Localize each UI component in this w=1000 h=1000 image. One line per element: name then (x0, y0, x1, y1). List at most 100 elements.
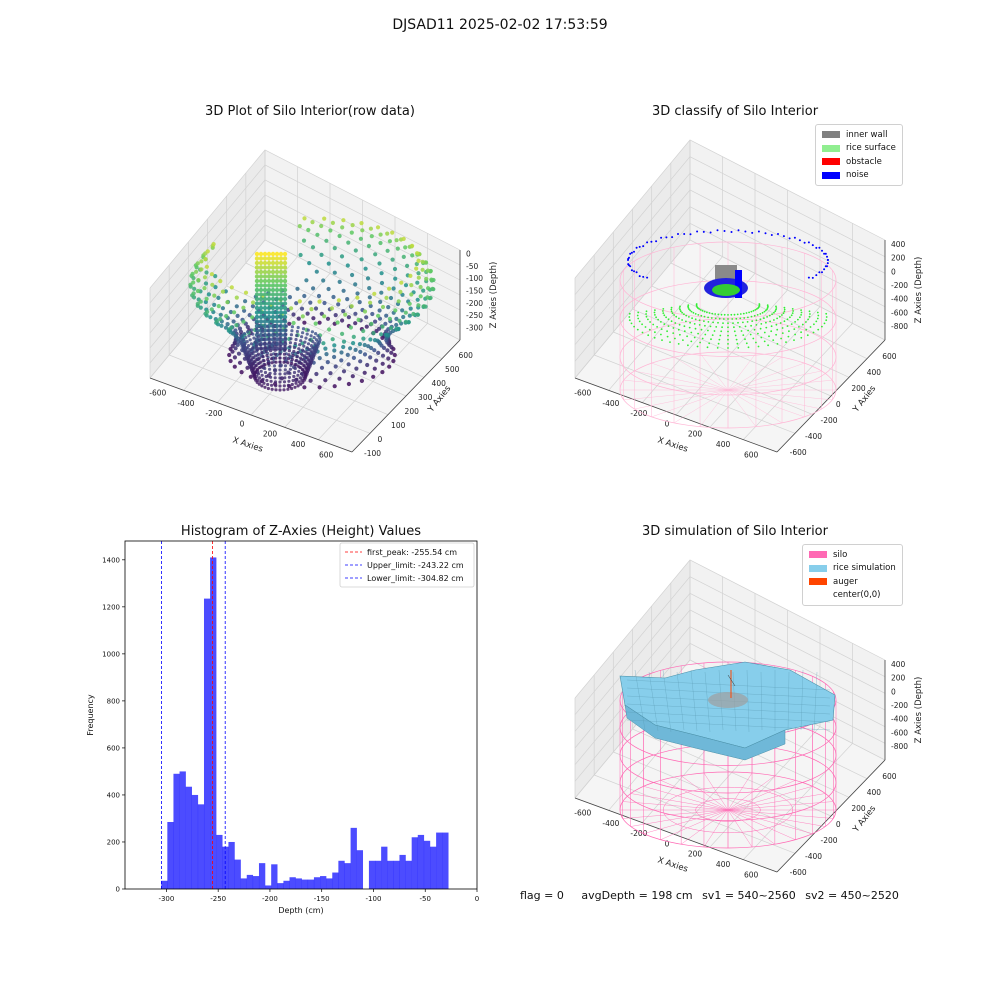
rice-point (794, 333, 796, 336)
raw-point (233, 346, 238, 351)
rice-point (671, 312, 674, 315)
raw-point (272, 328, 276, 332)
raw-point (292, 345, 297, 350)
rice-point (687, 304, 690, 307)
rice-point (693, 323, 696, 325)
raw-point (241, 305, 246, 310)
raw-point (299, 372, 304, 376)
histogram-bar (301, 879, 309, 889)
raw-point (272, 324, 276, 328)
rice-point (781, 327, 784, 329)
raw-point (258, 305, 264, 311)
raw-point (337, 376, 342, 381)
rice-point (775, 333, 777, 336)
raw-point (286, 383, 290, 387)
raw-point (270, 305, 276, 311)
histogram-bar (210, 557, 217, 889)
raw-point (265, 353, 269, 358)
rice-point (669, 341, 671, 343)
raw-point (308, 348, 312, 352)
histogram-bar (405, 860, 412, 889)
raw-point (322, 300, 327, 306)
raw-point (273, 380, 278, 384)
raw-point (214, 319, 219, 324)
x-tick-label: -200 (630, 829, 647, 838)
raw-point (324, 238, 329, 243)
raw-point (365, 362, 370, 368)
raw-point (263, 385, 267, 389)
raw-point (190, 271, 195, 276)
raw-point (274, 274, 280, 279)
raw-point (373, 252, 378, 257)
raw-point (294, 381, 298, 385)
raw-point (405, 263, 410, 268)
rice-point (679, 308, 681, 311)
noise-point (818, 271, 821, 274)
rice-point (710, 317, 713, 319)
raw-point (378, 299, 383, 304)
silo-floor-spoke (727, 353, 757, 391)
raw-point (227, 352, 232, 358)
raw-point (232, 310, 237, 315)
raw-point (393, 276, 398, 281)
raw-point (359, 221, 364, 226)
raw-point (379, 280, 385, 286)
raw-point (258, 310, 264, 315)
raw-point (236, 351, 242, 356)
raw-point (243, 342, 247, 346)
raw-point (282, 283, 288, 288)
rice-point (739, 317, 742, 320)
raw-point (274, 319, 280, 324)
raw-point (254, 323, 260, 329)
raw-point (282, 314, 288, 320)
raw-point (372, 366, 377, 371)
raw-point (278, 388, 282, 392)
rice-point (816, 317, 819, 320)
raw-point (240, 334, 244, 338)
raw-point (329, 306, 334, 311)
raw-point (261, 333, 265, 338)
rice-point (774, 310, 777, 313)
rice-point (748, 311, 750, 314)
rice-point (787, 335, 790, 338)
x-tick-label: -600 (149, 389, 166, 398)
raw-point (212, 302, 217, 307)
raw-point (192, 286, 197, 291)
legend-swatch (822, 171, 840, 179)
raw-point (266, 382, 270, 387)
silo-floor-spoke (643, 786, 729, 811)
raw-point (259, 347, 263, 351)
raw-point (294, 301, 299, 306)
y-tick-label: -600 (790, 448, 807, 457)
raw-point (420, 267, 425, 272)
raw-point (274, 310, 280, 315)
raw-point (282, 356, 286, 360)
raw-point (330, 337, 335, 342)
raw-point (272, 332, 276, 336)
raw-point (278, 269, 284, 275)
raw-point (273, 344, 277, 348)
raw-point (394, 322, 399, 328)
raw-point (278, 265, 284, 270)
raw-point (262, 296, 268, 302)
raw-point (346, 315, 351, 320)
rice-point (753, 328, 756, 331)
raw-point (365, 276, 371, 281)
raw-point (292, 370, 297, 375)
rice-point (667, 318, 670, 321)
rice-point (794, 321, 796, 323)
silo-floor-spoke (727, 809, 813, 834)
y-axis-line (776, 339, 886, 453)
noise-point (716, 229, 719, 232)
raw-point (368, 355, 373, 360)
x-tick-label: -300 (158, 895, 174, 903)
noise-point (815, 246, 818, 249)
rice-point (758, 303, 761, 305)
raw-point (268, 345, 272, 349)
silo-floor-spoke (622, 801, 729, 811)
rice-point (727, 322, 729, 325)
raw-point (259, 369, 263, 373)
raw-point (362, 309, 368, 314)
raw-point (409, 292, 414, 297)
rice-point (681, 311, 683, 314)
